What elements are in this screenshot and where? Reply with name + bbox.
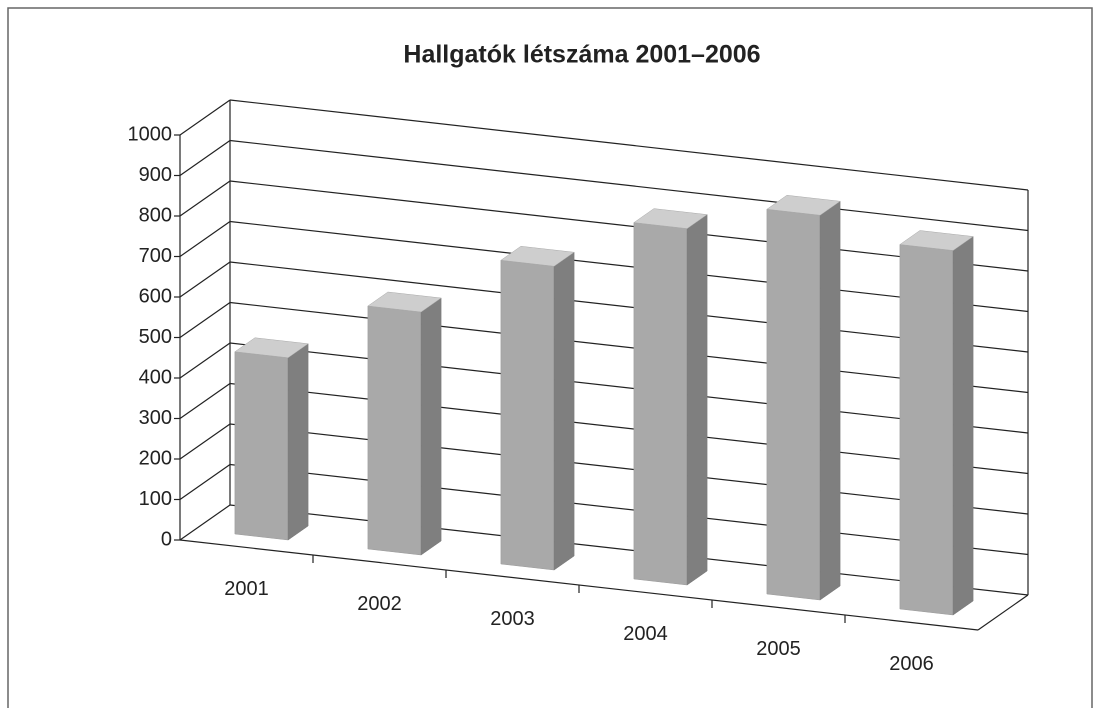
- y-tick-label: 400: [139, 366, 172, 388]
- bar-side: [819, 200, 841, 601]
- grid-line: [229, 261, 1029, 353]
- bar-front: [367, 305, 422, 556]
- x-tick-label: 2003: [490, 608, 535, 630]
- grid-line: [229, 463, 1029, 556]
- grid-line: [229, 342, 1029, 434]
- x-tick-label: 2001: [224, 578, 269, 600]
- grid-line-side: [179, 99, 231, 136]
- bar-top: [633, 208, 708, 229]
- grid-line-side: [179, 261, 231, 298]
- grid-line-side: [179, 504, 231, 541]
- bar-front: [899, 244, 954, 616]
- grid-line: [229, 139, 1029, 232]
- y-tick-label: 100: [139, 488, 172, 510]
- bar-front: [766, 208, 821, 601]
- y-tick-label: 1000: [128, 123, 173, 145]
- y-tick-label: 700: [139, 245, 172, 267]
- x-tick-label: 2005: [756, 638, 801, 660]
- bar-front: [234, 351, 289, 541]
- y-tick-label: 300: [139, 407, 172, 429]
- grid-line: [229, 382, 1029, 475]
- bar-front: [500, 259, 555, 571]
- grid-line-side: [179, 180, 231, 217]
- bar-top: [899, 230, 974, 251]
- grid-line-side: [179, 383, 231, 419]
- grid-line: [229, 423, 1029, 515]
- y-tick-label: 0: [161, 528, 172, 550]
- bar-side: [686, 214, 708, 586]
- grid-line-side: [179, 342, 231, 379]
- y-tick-label: 600: [139, 285, 172, 307]
- y-tick-label: 500: [139, 326, 172, 348]
- x-tick-label: 2002: [357, 593, 402, 615]
- grid-line-side: [179, 423, 231, 460]
- y-tick-label: 200: [139, 447, 172, 469]
- grid-line: [229, 180, 1029, 272]
- chart-title: Hallgatók létszáma 2001–2006: [403, 41, 760, 69]
- grid-line: [229, 99, 1029, 191]
- grid-line-side: [179, 221, 231, 257]
- bar-side: [287, 343, 309, 541]
- x-tick-label: 2006: [889, 653, 934, 675]
- floor-right: [977, 594, 1029, 631]
- grid-line-side: [179, 464, 231, 500]
- bar-top: [367, 291, 442, 313]
- y-tick-label: 800: [139, 204, 172, 226]
- bar-front: [633, 222, 688, 586]
- grid-line: [229, 504, 1029, 596]
- grid-line: [229, 301, 1029, 394]
- bar-side: [952, 236, 974, 616]
- grid-line-side: [179, 140, 231, 176]
- bar-side: [553, 251, 575, 571]
- bar-side: [420, 297, 442, 556]
- x-tick-label: 2004: [623, 623, 668, 645]
- frame: [7, 7, 1093, 708]
- bar-top: [500, 245, 575, 267]
- y-tick-label: 900: [139, 164, 172, 186]
- grid-line: [229, 220, 1029, 313]
- bar-top: [766, 194, 841, 216]
- bar-top: [234, 337, 309, 359]
- grid-line-side: [179, 302, 231, 338]
